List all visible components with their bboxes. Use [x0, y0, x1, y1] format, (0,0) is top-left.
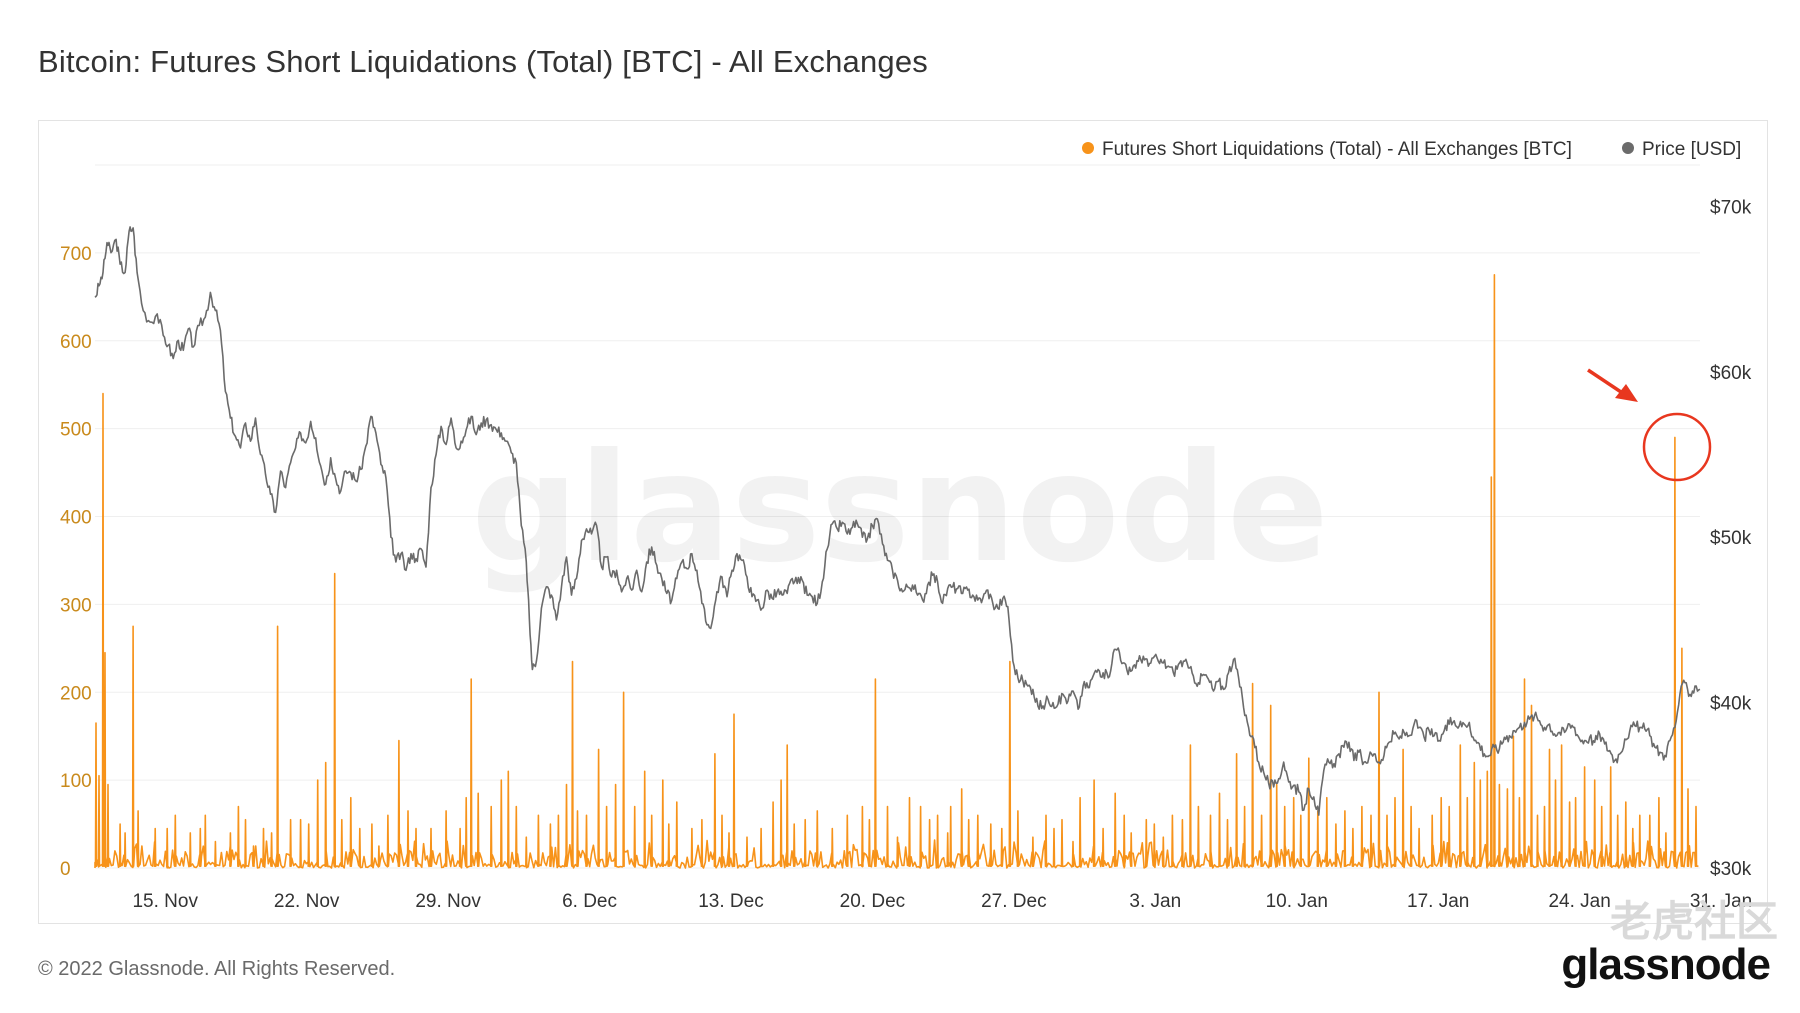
x-tick-label: 29. Nov [415, 891, 481, 912]
glassnode-logo: glassnode [1561, 940, 1771, 989]
y-right-tick-label: $40k [1710, 694, 1752, 715]
y-axis-right: $30k $40k $50k $60k $70k [1710, 197, 1752, 880]
y-left-tick-label: 600 [60, 332, 92, 353]
y-right-tick-label: $70k [1710, 197, 1752, 218]
annotation-arrowhead [1615, 384, 1638, 402]
x-axis: 15. Nov 22. Nov 29. Nov 6. Dec 13. Dec 20. De… [132, 891, 1752, 912]
annotation [1587, 368, 1712, 482]
annotation-arrow [1587, 368, 1625, 396]
legend-label-liquidations[interactable]: Futures Short Liquidations (Total) - All… [1102, 139, 1572, 160]
annotation-circle [1642, 412, 1712, 482]
y-left-tick-label: 0 [60, 859, 71, 880]
x-tick-label: 6. Dec [562, 891, 617, 912]
y-left-tick-label: 100 [60, 771, 92, 792]
x-tick-label: 31. Jan [1690, 891, 1752, 912]
liquidations-series [94, 274, 1699, 869]
x-tick-label: 27. Dec [981, 891, 1046, 912]
legend: Futures Short Liquidations (Total) - All… [1082, 139, 1741, 160]
liquidations-line [94, 274, 1699, 869]
watermark: glassnode [471, 422, 1329, 596]
x-tick-label: 20. Dec [840, 891, 905, 912]
price-series [94, 226, 1701, 816]
legend-marker-liquidations [1082, 142, 1094, 154]
x-tick-label: 15. Nov [132, 891, 198, 912]
grid-lines [95, 164, 1700, 869]
chart-panel [38, 120, 1768, 924]
y-right-tick-label: $50k [1710, 528, 1752, 549]
chart-title: Bitcoin: Futures Short Liquidations (Tot… [38, 44, 929, 79]
y-axis-left: 0 100 200 300 400 500 600 700 [60, 244, 92, 880]
y-right-tick-label: $30k [1710, 859, 1752, 880]
price-line [94, 226, 1701, 816]
x-tick-label: 24. Jan [1548, 891, 1610, 912]
x-tick-label: 13. Dec [698, 891, 763, 912]
y-left-tick-label: 700 [60, 244, 92, 265]
y-left-tick-label: 300 [60, 595, 92, 616]
x-tick-label: 17. Jan [1407, 891, 1469, 912]
legend-label-price[interactable]: Price [USD] [1642, 139, 1741, 160]
copyright: © 2022 Glassnode. All Rights Reserved. [38, 958, 396, 980]
y-right-tick-label: $60k [1710, 363, 1752, 384]
corner-watermark: 老虎社区 [1609, 898, 1778, 945]
y-left-tick-label: 400 [60, 508, 92, 529]
legend-marker-price [1622, 142, 1634, 154]
y-left-tick-label: 200 [60, 683, 92, 704]
y-left-tick-label: 500 [60, 420, 92, 441]
x-tick-label: 10. Jan [1266, 891, 1328, 912]
x-tick-label: 3. Jan [1129, 891, 1181, 912]
x-tick-label: 22. Nov [274, 891, 340, 912]
